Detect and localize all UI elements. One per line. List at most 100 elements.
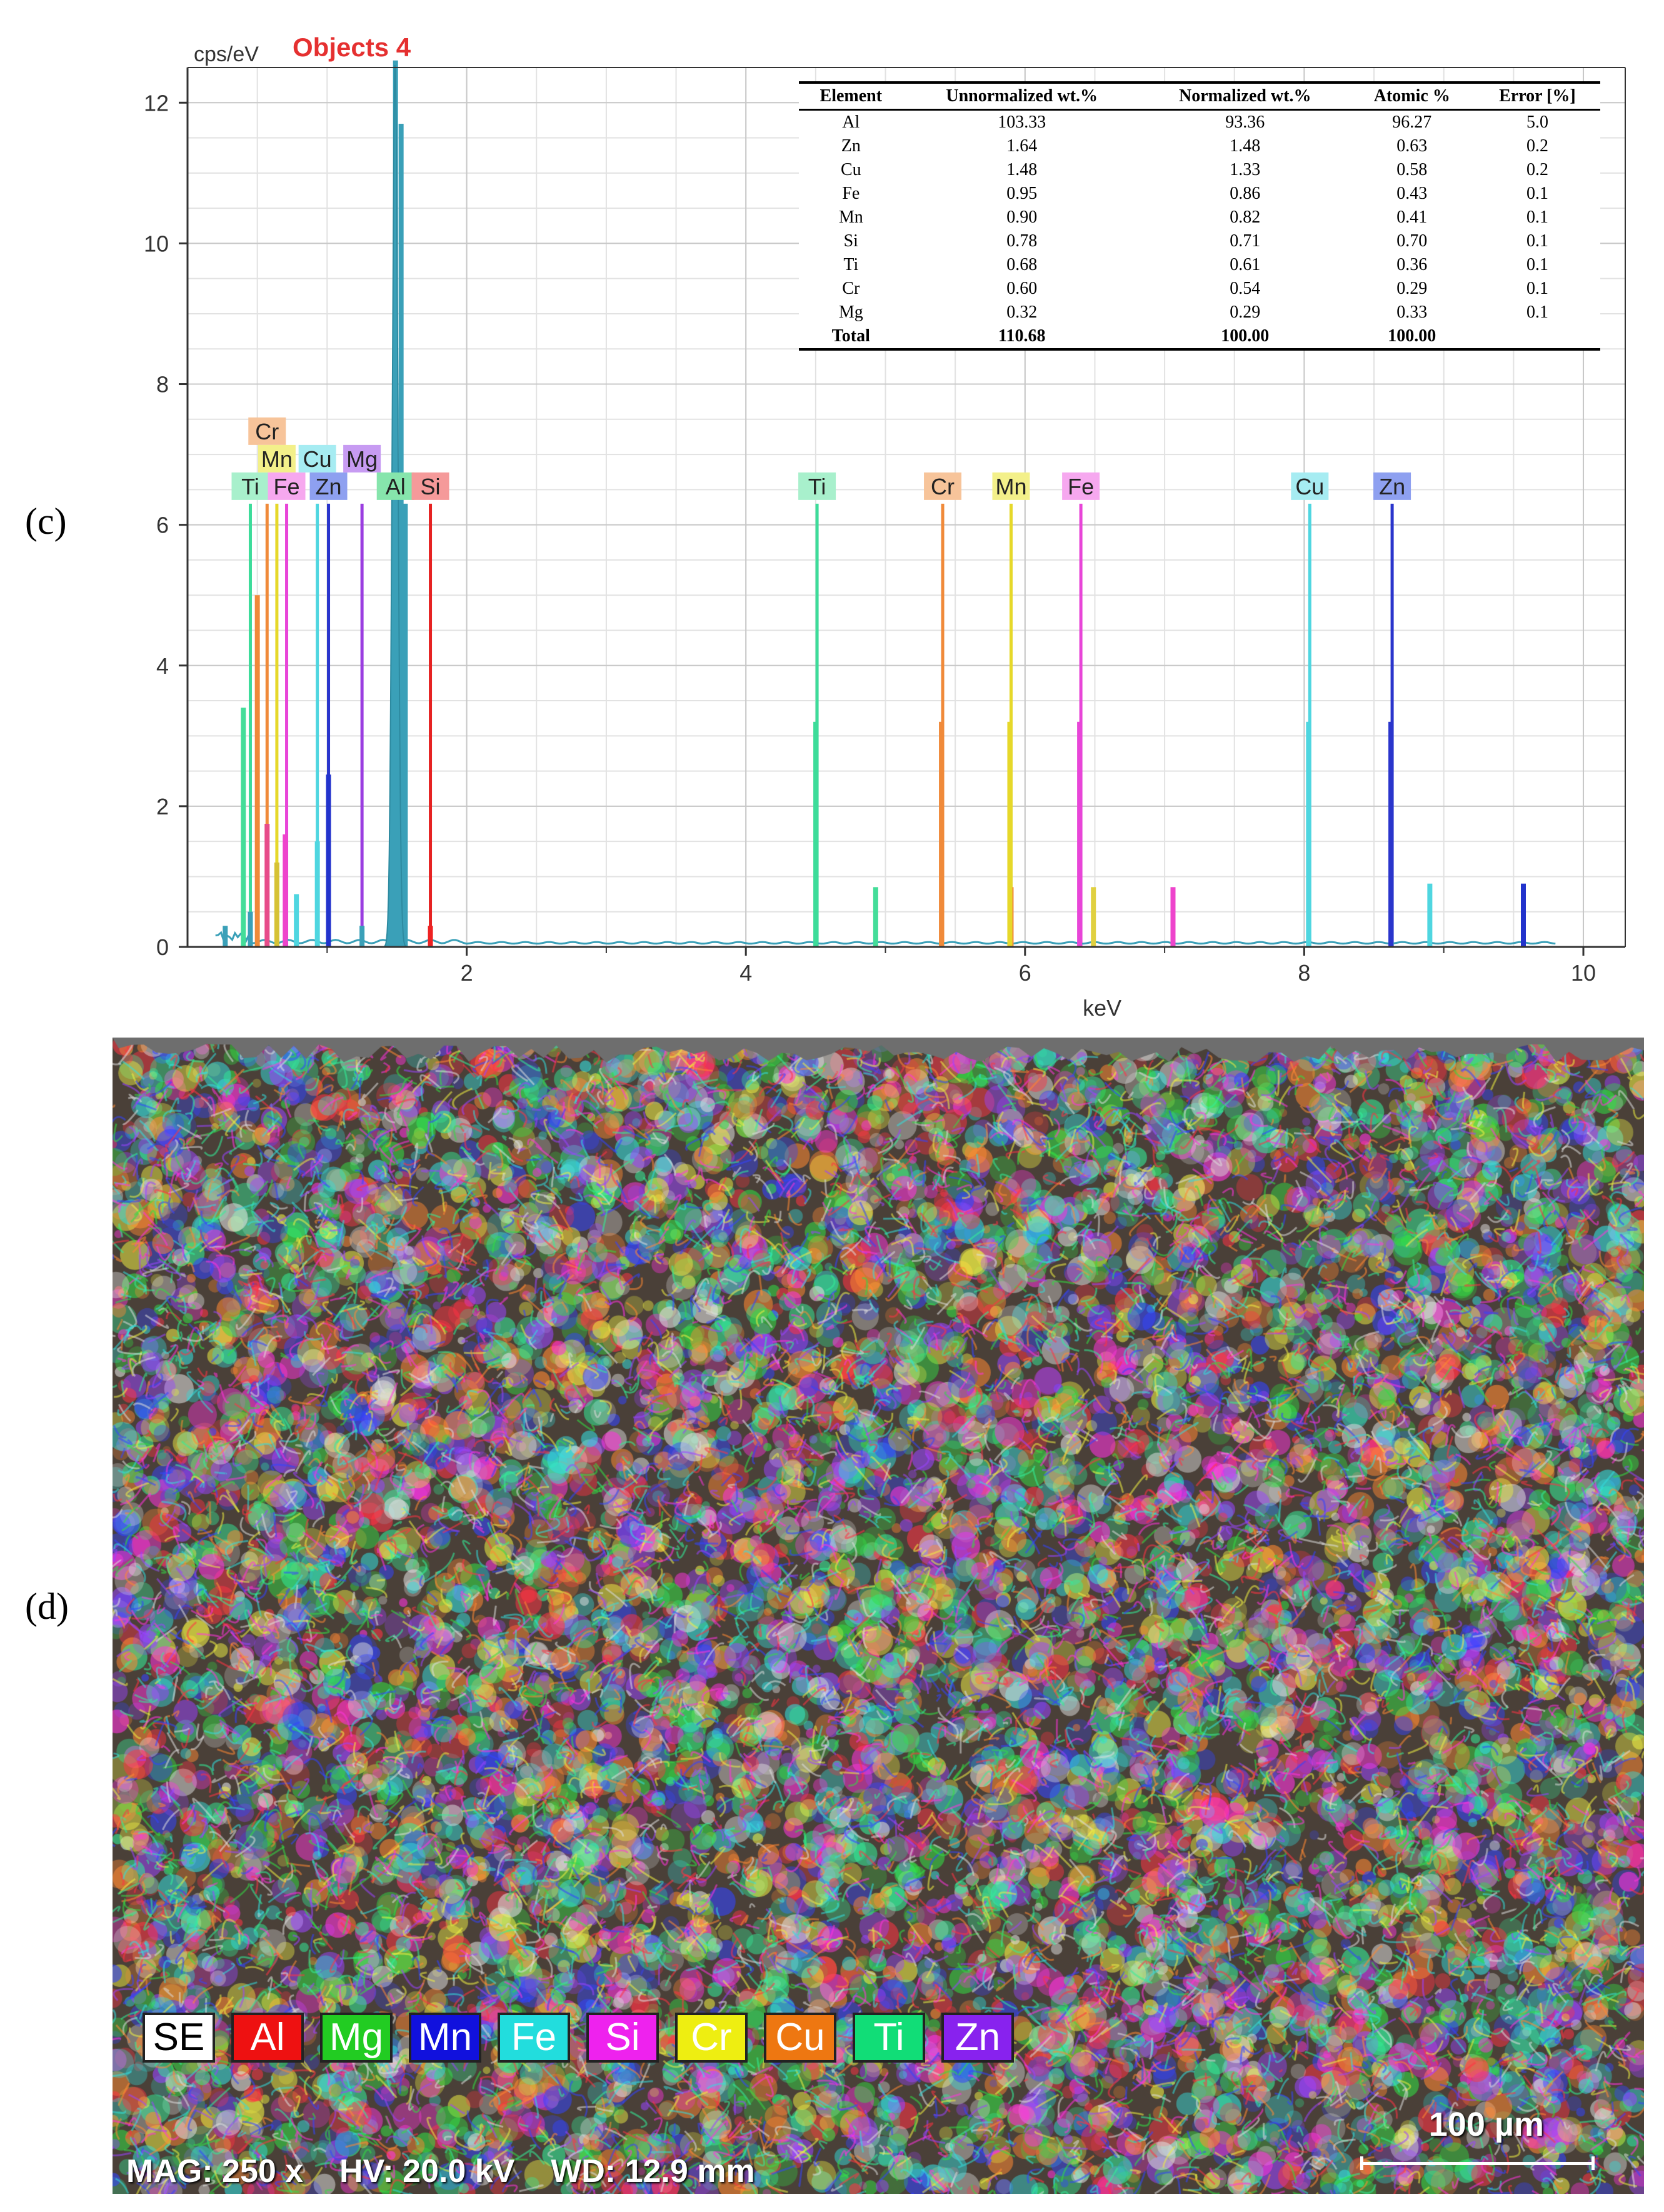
- table-cell: 0.2: [1526, 160, 1548, 179]
- table-cell: Cr: [842, 279, 860, 298]
- scalebar-tick-right: [1591, 2156, 1595, 2170]
- spectrum-peak: [248, 911, 253, 947]
- x-axis-label: keV: [1083, 995, 1121, 1021]
- table-cell: 0.1: [1526, 184, 1548, 203]
- element-marker-badge: [1291, 472, 1329, 500]
- table-cell: 0.1: [1526, 303, 1548, 322]
- spectrum-peak: [274, 862, 279, 947]
- legend-swatch-ti: Ti: [853, 2013, 925, 2063]
- panel-label-c: (c): [25, 501, 67, 542]
- legend-swatch-fe: Fe: [498, 2013, 570, 2063]
- table-row: Mg 0.32 0.29 0.33 0.1: [799, 301, 1600, 324]
- y-tick-label: 8: [156, 372, 169, 398]
- y-tick-label: 4: [156, 653, 169, 679]
- table-row: Cr 0.60 0.54 0.29 0.1: [799, 277, 1600, 301]
- table-header-row: Element Unnormalized wt.% Normalized wt.% A…: [799, 81, 1600, 111]
- spectrum-background: [215, 931, 1556, 945]
- spectrum-peak: [873, 887, 878, 947]
- scalebar-line: [1361, 2162, 1593, 2165]
- element-marker-label: Mg: [346, 446, 378, 472]
- legend-swatch-se: SE: [143, 2013, 215, 2063]
- map-info-bar: MAG: 250 x HV: 20.0 kV WD: 12.9 mm: [126, 2153, 755, 2190]
- table-cell: 0.2: [1526, 136, 1548, 156]
- table-cell: Mn: [838, 208, 863, 227]
- table-cell: 0.32: [1006, 303, 1038, 322]
- element-marker-badge: [309, 472, 348, 500]
- spectrum-peak: [294, 894, 299, 947]
- element-marker-label: Cu: [1295, 474, 1324, 499]
- marker-peak-bar: [1388, 721, 1394, 947]
- element-marker-label: Fe: [1068, 474, 1094, 499]
- al-k-peak: [382, 64, 414, 948]
- legend-swatch-mn: Mn: [409, 2013, 481, 2063]
- table-cell: 0.70: [1396, 231, 1428, 251]
- table-column-header: Element: [799, 81, 903, 111]
- table-cell: 1.48: [1230, 136, 1261, 156]
- legend-swatch-al: Al: [231, 2013, 304, 2063]
- element-marker-badge: [231, 472, 269, 500]
- element-marker-badge: [343, 444, 381, 473]
- element-marker-badge: [376, 472, 414, 500]
- element-marker-label: Ti: [808, 474, 826, 499]
- table-cell: 0.41: [1396, 208, 1428, 227]
- table-cell: 100.00: [1140, 324, 1350, 351]
- element-marker-badge: [248, 417, 286, 445]
- table-cell: 0.90: [1006, 208, 1038, 227]
- table-cell: 0.86: [1230, 184, 1261, 203]
- spectrum-peak: [428, 926, 433, 947]
- table-row: Zn 1.64 1.48 0.63 0.2: [799, 134, 1600, 158]
- table-cell: 110.68: [903, 324, 1141, 351]
- marker-peak-bar: [939, 721, 945, 947]
- table-cell: 0.1: [1526, 208, 1548, 227]
- table-cell: 0.1: [1526, 255, 1548, 274]
- element-marker-badge: [924, 472, 962, 500]
- x-tick-label: 6: [1019, 960, 1031, 986]
- table-cell: 0.71: [1230, 231, 1261, 251]
- element-marker-label: Mn: [995, 474, 1026, 499]
- table-cell: Total: [799, 324, 903, 351]
- table-cell: Fe: [842, 184, 860, 203]
- table-row: Total 110.68 100.00 100.00: [799, 324, 1600, 351]
- x-tick-label: 2: [461, 960, 473, 986]
- table-column-header: Atomic %: [1349, 81, 1475, 111]
- table-cell: 0.95: [1006, 184, 1038, 203]
- table-cell: 0.33: [1396, 303, 1428, 322]
- table-cell: 0.29: [1230, 303, 1261, 322]
- element-marker-label: Zn: [1379, 474, 1405, 499]
- element-marker-badge: [258, 444, 296, 473]
- table-column-header: Normalized wt.%: [1140, 81, 1350, 111]
- element-marker-badge: [411, 472, 449, 500]
- table-cell: 0.63: [1396, 136, 1428, 156]
- table-cell: 1.64: [1006, 136, 1038, 156]
- scalebar-tick-left: [1360, 2156, 1363, 2170]
- table-cell: 0.78: [1006, 231, 1038, 251]
- x-tick-label: 8: [1298, 960, 1310, 986]
- legend-swatch-cr: Cr: [675, 2013, 748, 2063]
- legend-swatch-cu: Cu: [764, 2013, 836, 2063]
- table-cell: 96.27: [1392, 113, 1432, 132]
- table-row: Ti 0.68 0.61 0.36 0.1: [799, 253, 1600, 277]
- spectrum-peak: [326, 774, 331, 947]
- spectrum-peak: [1520, 883, 1526, 947]
- marker-peak-bar: [1306, 721, 1311, 947]
- spectrum-peak: [1170, 887, 1176, 947]
- table-cell: 93.36: [1225, 113, 1265, 132]
- element-marker-label: Fe: [274, 474, 300, 499]
- table-cell: 0.36: [1396, 255, 1428, 274]
- spectrum-peak: [223, 926, 228, 947]
- table-row: Fe 0.95 0.86 0.43 0.1: [799, 182, 1600, 206]
- y-tick-label: 10: [144, 231, 169, 256]
- element-marker-label: Ti: [241, 474, 259, 499]
- chart-title: Objects 4: [293, 33, 411, 62]
- table-cell: Cu: [840, 160, 861, 179]
- element-marker-label: Al: [386, 474, 406, 499]
- element-marker-label: Si: [421, 474, 441, 499]
- mag-readout: MAG: 250 x: [126, 2153, 304, 2189]
- table-row: Cu 1.48 1.33 0.58 0.2: [799, 158, 1600, 182]
- table-cell: 0.54: [1230, 279, 1261, 298]
- table-cell: 1.48: [1006, 160, 1038, 179]
- table-cell: Mg: [838, 303, 863, 322]
- y-axis-label: cps/eV: [194, 43, 259, 66]
- element-marker-label: Cr: [931, 474, 955, 499]
